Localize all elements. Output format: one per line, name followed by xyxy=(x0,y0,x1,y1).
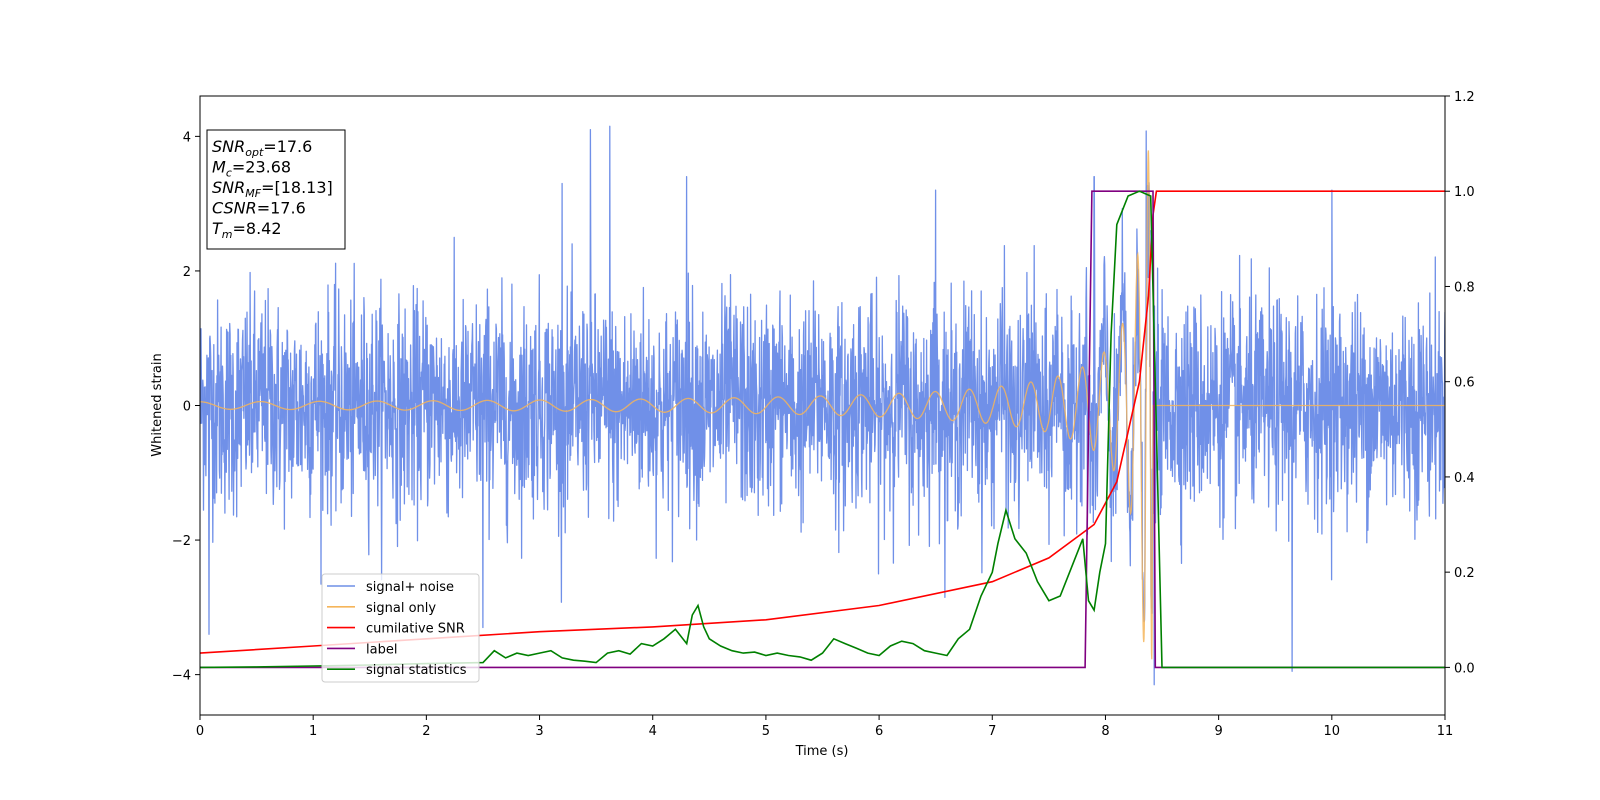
info-line: SNRopt=17.6 xyxy=(212,137,312,159)
x-tick-label: 0 xyxy=(196,724,204,739)
x-tick-label: 1 xyxy=(309,724,317,739)
info-box: SNRopt=17.6Mc=23.68SNRMF=[18.13]CSNR=17.… xyxy=(206,129,346,250)
y-right-tick-label: 0.0 xyxy=(1454,661,1475,676)
x-tick-label: 10 xyxy=(1324,724,1341,739)
series-signal-noise xyxy=(200,125,1445,686)
y-axis-right: 0.0 0.2 0.4 0.6 0.8 1.0 1.2 xyxy=(1445,90,1475,676)
x-tick-label: 3 xyxy=(535,724,543,739)
x-tick-label: 2 xyxy=(422,724,430,739)
y-right-tick-label: 1.2 xyxy=(1454,90,1475,105)
y-right-tick-label: 0.2 xyxy=(1454,566,1475,581)
x-axis-label: Time (s) xyxy=(795,744,849,759)
y-axis-left: −4 −2 0 2 4 xyxy=(172,130,200,684)
series-cumulative-snr xyxy=(200,190,1445,654)
x-tick-label: 5 xyxy=(762,724,770,739)
x-tick-label: 7 xyxy=(988,724,996,739)
info-line: Mc=23.68 xyxy=(212,158,291,180)
legend-label: label xyxy=(366,642,397,657)
y-left-tick-label: 0 xyxy=(183,400,191,415)
info-line: SNRMF=[18.13] xyxy=(212,178,333,200)
legend-frame xyxy=(321,573,480,683)
series-signal-statistics xyxy=(200,190,1445,669)
y-left-tick-label: −4 xyxy=(172,669,191,684)
y-right-tick-label: 0.6 xyxy=(1454,376,1475,391)
series-signal-only xyxy=(200,150,1445,660)
x-tick-label: 4 xyxy=(649,724,657,739)
y-right-tick-label: 0.8 xyxy=(1454,280,1475,295)
info-line: Tm=8.42 xyxy=(212,219,282,241)
x-tick-label: 8 xyxy=(1101,724,1109,739)
x-tick-label: 6 xyxy=(875,724,883,739)
y-left-tick-label: 4 xyxy=(183,130,191,145)
info-line: CSNR=17.6 xyxy=(212,199,306,218)
y-left-tick-label: 2 xyxy=(183,265,191,280)
x-tick-label: 11 xyxy=(1437,724,1454,739)
legend-label: signal statistics xyxy=(366,663,467,678)
legend-label: signal+ noise xyxy=(366,580,454,595)
x-tick-label: 9 xyxy=(1214,724,1222,739)
y-right-tick-label: 1.0 xyxy=(1454,185,1475,200)
x-axis: 0 1 2 3 4 5 6 7 8 9 10 11 xyxy=(196,715,1453,739)
y-axis-label: Whitened strain xyxy=(150,353,165,456)
plot-series xyxy=(200,125,1445,686)
y-right-tick-label: 0.4 xyxy=(1454,471,1475,486)
info-box-frame xyxy=(206,129,346,250)
legend: signal+ noise signal only cumilative SNR la… xyxy=(321,573,480,683)
legend-label: cumilative SNR xyxy=(366,622,465,637)
y-left-tick-label: −2 xyxy=(172,534,191,549)
legend-label: signal only xyxy=(366,601,436,616)
